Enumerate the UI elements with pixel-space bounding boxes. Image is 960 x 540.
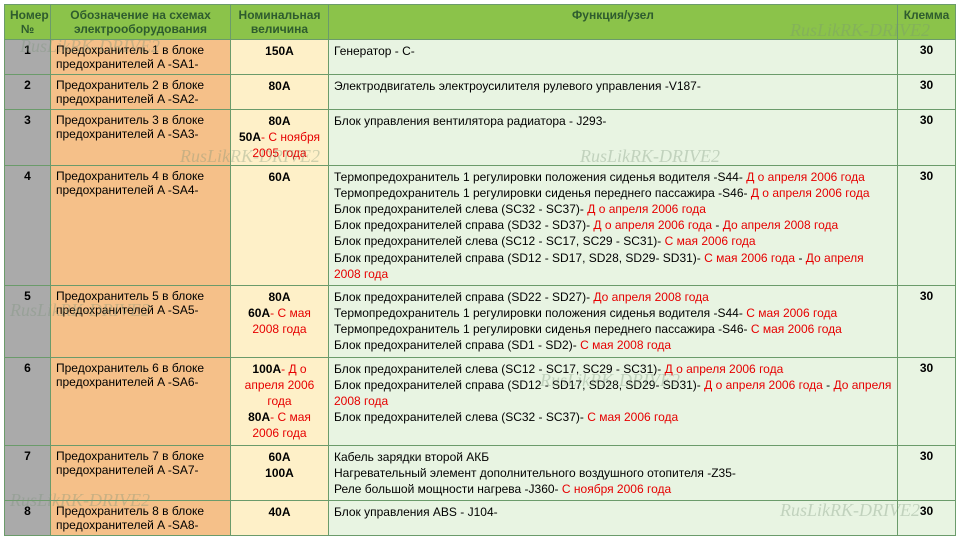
table-row: 6Предохранитель 6 в блоке предохранителе… <box>5 357 956 445</box>
header-num: Номер № <box>5 5 51 40</box>
cell-num: 4 <box>5 165 51 285</box>
header-row: Номер № Обозначение на схемах электрообо… <box>5 5 956 40</box>
cell-terminal: 30 <box>898 110 956 166</box>
cell-nominal: 150A <box>231 40 329 75</box>
header-func: Функция/узел <box>329 5 898 40</box>
cell-nominal: 80A60A- С мая 2008 года <box>231 285 329 357</box>
cell-designation: Предохранитель 2 в блоке предохранителей… <box>51 75 231 110</box>
cell-terminal: 30 <box>898 357 956 445</box>
cell-nominal: 80A50A- С ноября 2005 года <box>231 110 329 166</box>
cell-terminal: 30 <box>898 501 956 536</box>
table-row: 2Предохранитель 2 в блоке предохранителе… <box>5 75 956 110</box>
cell-nominal: 60A100A <box>231 445 329 501</box>
cell-num: 2 <box>5 75 51 110</box>
cell-function: Блок управления ABS - J104- <box>329 501 898 536</box>
cell-designation: Предохранитель 1 в блоке предохранителей… <box>51 40 231 75</box>
cell-nominal: 100A- Д о апреля 2006 года80A- С мая 200… <box>231 357 329 445</box>
cell-function: Кабель зарядки второй АКБНагревательный … <box>329 445 898 501</box>
cell-function: Блок предохранителей слева (SC12 - SC17,… <box>329 357 898 445</box>
cell-nominal: 60A <box>231 165 329 285</box>
cell-terminal: 30 <box>898 165 956 285</box>
cell-num: 6 <box>5 357 51 445</box>
cell-nominal: 40A <box>231 501 329 536</box>
cell-designation: Предохранитель 3 в блоке предохранителей… <box>51 110 231 166</box>
cell-num: 1 <box>5 40 51 75</box>
table-row: 4Предохранитель 4 в блоке предохранителе… <box>5 165 956 285</box>
cell-function: Электродвигатель электроусилителя рулево… <box>329 75 898 110</box>
fuse-table: Номер № Обозначение на схемах электрообо… <box>4 4 956 536</box>
table-row: 7Предохранитель 7 в блоке предохранителе… <box>5 445 956 501</box>
cell-terminal: 30 <box>898 40 956 75</box>
header-nom: Номинальная величина <box>231 5 329 40</box>
cell-designation: Предохранитель 7 в блоке предохранителей… <box>51 445 231 501</box>
cell-nominal: 80A <box>231 75 329 110</box>
cell-function: Термопредохранитель 1 регулировки положе… <box>329 165 898 285</box>
cell-num: 7 <box>5 445 51 501</box>
cell-designation: Предохранитель 4 в блоке предохранителей… <box>51 165 231 285</box>
table-row: 5Предохранитель 5 в блоке предохранителе… <box>5 285 956 357</box>
cell-num: 8 <box>5 501 51 536</box>
cell-designation: Предохранитель 6 в блоке предохранителей… <box>51 357 231 445</box>
cell-designation: Предохранитель 8 в блоке предохранителей… <box>51 501 231 536</box>
cell-num: 5 <box>5 285 51 357</box>
table-row: 8Предохранитель 8 в блоке предохранителе… <box>5 501 956 536</box>
cell-designation: Предохранитель 5 в блоке предохранителей… <box>51 285 231 357</box>
cell-function: Генератор - C- <box>329 40 898 75</box>
header-desig: Обозначение на схемах электрооборудовани… <box>51 5 231 40</box>
cell-function: Блок управления вентилятора радиатора - … <box>329 110 898 166</box>
cell-terminal: 30 <box>898 285 956 357</box>
cell-terminal: 30 <box>898 445 956 501</box>
header-term: Клемма <box>898 5 956 40</box>
cell-function: Блок предохранителей справа (SD22 - SD27… <box>329 285 898 357</box>
cell-terminal: 30 <box>898 75 956 110</box>
table-row: 3Предохранитель 3 в блоке предохранителе… <box>5 110 956 166</box>
cell-num: 3 <box>5 110 51 166</box>
table-row: 1Предохранитель 1 в блоке предохранителе… <box>5 40 956 75</box>
